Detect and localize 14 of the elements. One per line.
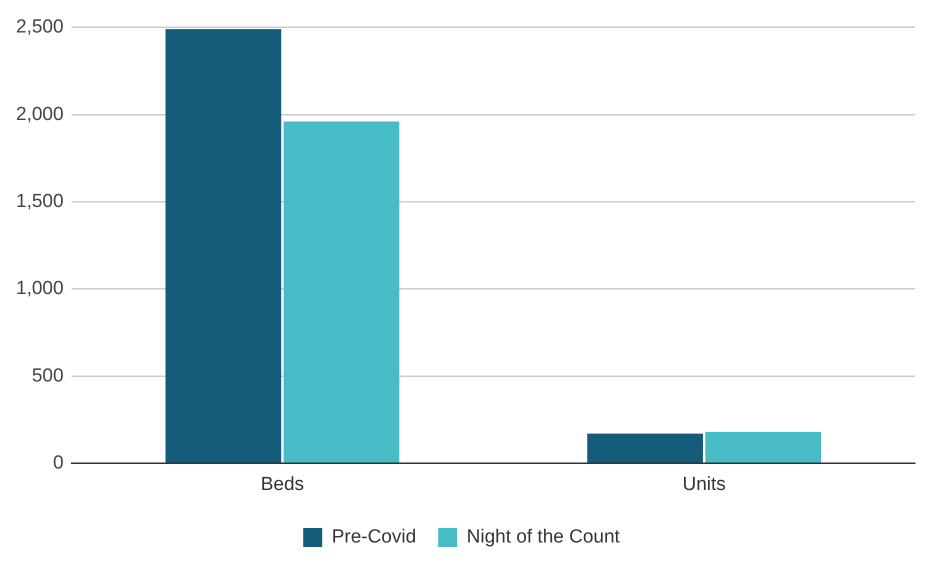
legend-label: Night of the Count [466,526,621,548]
bar [284,122,400,462]
y-tick-label: 0 [52,452,64,474]
legend-label: Pre-Covid [332,526,416,548]
bar [705,432,822,462]
y-tick-label: 500 [32,365,64,386]
bar [166,29,282,462]
y-tick-label: 1,000 [16,278,64,300]
y-tick-label: 2,500 [16,16,64,38]
x-tick-label: Units [682,474,726,495]
y-tick-label: 2,000 [16,104,64,125]
x-tick-label: Beds [260,474,304,495]
y-tick-label: 1,500 [16,190,64,212]
bar [587,434,703,462]
